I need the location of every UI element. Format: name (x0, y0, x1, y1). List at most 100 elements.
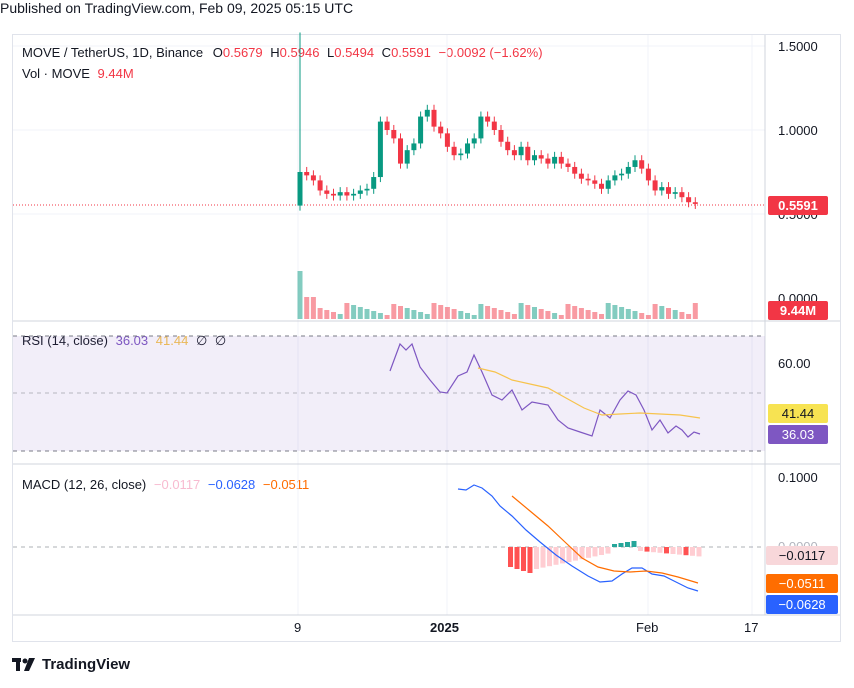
rsi-value-tag: 36.03 (768, 425, 828, 444)
candle-body (605, 180, 611, 189)
candle-body (645, 168, 651, 181)
macd-hist-bar (560, 547, 565, 564)
macd-hist-bar (521, 547, 526, 571)
volume-bar (552, 313, 558, 319)
volume-label[interactable]: Vol · MOVE (22, 66, 90, 81)
candle-body (384, 121, 390, 130)
change-value: −0.0092 (−1.62%) (438, 45, 543, 60)
macd-hist-bar (612, 544, 617, 547)
candle-body (444, 133, 450, 147)
candle-body (666, 187, 671, 194)
candle-body (505, 141, 511, 151)
macd-legend: MACD (12, 26, close) −0.0117 −0.0628 −0.… (22, 477, 309, 492)
volume-bar (398, 306, 403, 319)
tradingview-logo-icon (12, 657, 35, 671)
volume-bar (505, 312, 511, 319)
volume-bar (578, 308, 584, 319)
volume-bar (377, 313, 383, 319)
candle-body (478, 116, 484, 139)
volume-bar (498, 310, 504, 319)
volume-bar (605, 303, 611, 319)
volume-bar (538, 309, 544, 319)
macd-hist-bar (651, 547, 656, 553)
candle-body (431, 109, 437, 127)
tradingview-brand[interactable]: TradingView (12, 656, 130, 673)
volume-bar (444, 307, 450, 319)
macd-label[interactable]: MACD (12, 26, close) (22, 477, 147, 492)
macd-hist-bar (605, 547, 611, 554)
volume-bar (451, 309, 457, 319)
macd-line-value: −0.0628 (207, 477, 256, 492)
volume-bar (471, 315, 477, 319)
candle-body (331, 193, 336, 196)
candle-body (511, 150, 517, 156)
low-value: 0.5494 (334, 45, 375, 60)
macd-hist-bar (534, 547, 539, 569)
macd-hist-bar (579, 547, 585, 560)
volume-value: 9.44M (97, 66, 134, 81)
rsi-extra-2: ∅ (214, 333, 227, 348)
macd-hist-bar (508, 547, 513, 567)
candle-body (324, 190, 330, 194)
volume-tag: 9.44M (768, 301, 828, 320)
candle-body (599, 183, 604, 189)
chart-frame[interactable] (12, 34, 841, 642)
candle-body (585, 178, 591, 181)
volume-bar (612, 305, 618, 319)
macd-line (457, 484, 699, 592)
candle-body (686, 197, 692, 203)
symbol-label[interactable]: MOVE / TetherUS, 1D, Binance (22, 45, 204, 60)
macd-hist-bar (696, 547, 702, 557)
volume-bar (652, 304, 658, 319)
macd-hist-bar (573, 547, 578, 561)
candle-body (538, 155, 544, 159)
macd-hist-bar (527, 547, 533, 573)
rsi-ma-tag: 41.44 (768, 404, 828, 423)
candle-body (679, 192, 685, 198)
volume-bar (511, 314, 517, 319)
candle-body (692, 202, 698, 204)
macd-hist-value: −0.0117 (153, 477, 201, 492)
candle-body (337, 192, 343, 196)
candle-body (344, 192, 350, 196)
volume-bar (357, 307, 363, 319)
macd-hist-bar (540, 547, 546, 568)
candle-body (371, 177, 377, 189)
volume-bar (331, 312, 336, 319)
volume-bar (585, 310, 591, 319)
volume-bar (632, 311, 638, 319)
macd-hist-bar (677, 547, 682, 555)
volume-bar (391, 304, 397, 319)
candle-body (659, 187, 665, 191)
macd-hist-bar (553, 547, 559, 565)
candle-body (351, 193, 357, 196)
candle-body (532, 155, 537, 161)
candle-body (391, 130, 397, 139)
candle-body (552, 156, 558, 164)
rsi-label[interactable]: RSI (14, close) (22, 333, 108, 348)
candle-body (592, 180, 598, 184)
volume-bar (364, 309, 370, 319)
volume-bar (679, 312, 685, 319)
volume-bar (619, 307, 625, 319)
candle-body (418, 116, 424, 144)
macd-hist-bar (670, 547, 676, 554)
close-value: 0.5591 (391, 45, 431, 60)
candle-body (652, 180, 658, 191)
candle-body (639, 160, 645, 169)
open-value: 0.5679 (222, 45, 263, 60)
candle-body (625, 166, 631, 174)
time-tick-2025: 2025 (430, 620, 459, 635)
macd-hist-bar (644, 547, 650, 552)
candle-body (558, 156, 564, 164)
rsi-value: 36.03 (115, 333, 149, 348)
rsi-extra-1: ∅ (195, 333, 208, 348)
volume-bar (344, 303, 350, 319)
volume-bar (625, 309, 631, 319)
volume-bar (639, 313, 645, 319)
rsi-legend: RSI (14, close) 36.03 41.44 ∅ ∅ (22, 333, 226, 349)
volume-bar (418, 312, 424, 319)
volume-bar (599, 314, 604, 319)
volume-bar (572, 306, 578, 319)
